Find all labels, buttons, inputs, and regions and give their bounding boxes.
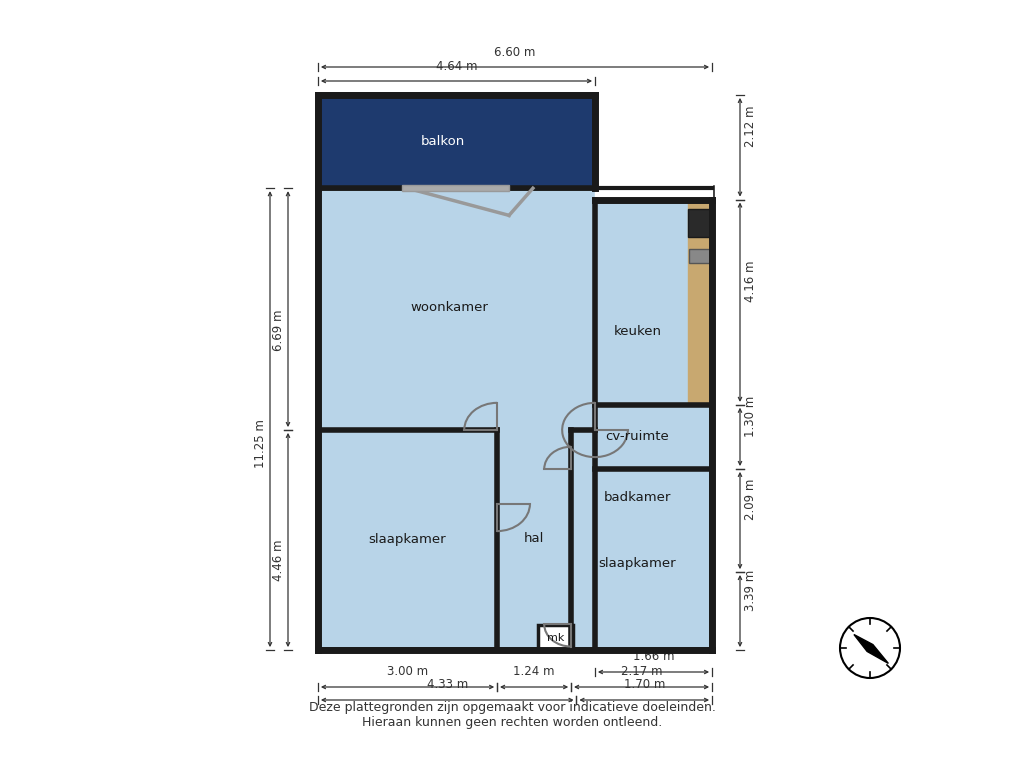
- Bar: [595, 95, 712, 200]
- Bar: [539, 625, 572, 650]
- Text: 6.60 m: 6.60 m: [495, 46, 536, 59]
- Text: 2.09 m: 2.09 m: [743, 479, 757, 521]
- Text: 4.64 m: 4.64 m: [436, 60, 477, 73]
- Text: 1.24 m: 1.24 m: [513, 665, 555, 678]
- Text: Deze plattegronden zijn opgemaakt voor indicatieve doeleinden.
Hieraan kunnen ge: Deze plattegronden zijn opgemaakt voor i…: [308, 701, 716, 729]
- Text: 4.33 m: 4.33 m: [427, 678, 468, 691]
- Text: 1.70 m: 1.70 m: [624, 678, 665, 691]
- Polygon shape: [854, 634, 889, 664]
- Bar: [689, 249, 711, 263]
- Text: 6.69 m: 6.69 m: [271, 309, 285, 351]
- Text: 11.25 m: 11.25 m: [254, 419, 266, 468]
- Text: badkamer: badkamer: [604, 491, 671, 504]
- Text: balkon: balkon: [421, 135, 466, 148]
- Text: slaapkamer: slaapkamer: [599, 557, 676, 570]
- Text: 4.16 m: 4.16 m: [743, 260, 757, 302]
- Text: woonkamer: woonkamer: [411, 300, 488, 313]
- Bar: [401, 185, 509, 191]
- Text: 2.17 m: 2.17 m: [621, 665, 663, 678]
- Text: 4.46 m: 4.46 m: [271, 540, 285, 581]
- Bar: [688, 210, 712, 237]
- Text: 1.30 m: 1.30 m: [743, 396, 757, 437]
- Bar: [318, 95, 595, 188]
- Text: cv-ruimte: cv-ruimte: [605, 430, 670, 443]
- Bar: [318, 188, 712, 650]
- Text: 3.00 m: 3.00 m: [387, 665, 428, 678]
- Text: 1.66 m: 1.66 m: [633, 650, 674, 663]
- Text: keuken: keuken: [613, 326, 662, 338]
- Text: 2.12 m: 2.12 m: [743, 106, 757, 147]
- Text: hal: hal: [524, 532, 545, 545]
- Text: 3.39 m: 3.39 m: [743, 570, 757, 611]
- Text: mk: mk: [547, 633, 564, 643]
- Bar: [688, 200, 712, 405]
- Text: slaapkamer: slaapkamer: [369, 532, 446, 545]
